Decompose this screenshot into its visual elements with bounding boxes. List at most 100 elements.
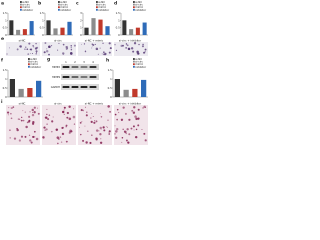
legend-label: si-NC <box>30 57 37 61</box>
y-tick-label: 0 <box>5 33 7 37</box>
blot-band <box>62 76 70 78</box>
stained-cell <box>55 129 57 131</box>
stained-cell <box>83 43 86 45</box>
image-label: si-NC <box>19 39 26 43</box>
stained-cell <box>99 133 102 136</box>
blot-band <box>80 86 88 88</box>
bar <box>60 27 65 35</box>
stained-cell <box>114 125 116 127</box>
bar <box>91 18 96 35</box>
panel-letter: c <box>76 2 79 7</box>
y-tick-label: 1 <box>80 26 82 30</box>
stained-cell <box>6 111 10 114</box>
stained-cell <box>98 130 100 132</box>
stained-cell <box>91 43 93 45</box>
blot-background <box>61 64 99 70</box>
panel-letter: e <box>1 37 4 42</box>
micrograph <box>114 105 148 145</box>
bar <box>36 80 42 97</box>
stained-cell <box>142 43 144 46</box>
legend-swatch <box>28 65 30 68</box>
legend-label: si-NC <box>135 0 142 4</box>
micrograph <box>42 42 76 56</box>
stained-cell <box>50 45 53 47</box>
y-tick-label: 0 <box>80 33 82 37</box>
y-tick-label: 0 <box>5 95 7 99</box>
stained-cell <box>120 118 124 121</box>
stained-cell <box>31 122 35 125</box>
stained-cell <box>66 116 69 119</box>
stained-cell <box>11 107 13 109</box>
stained-cell <box>95 129 99 132</box>
stained-cell <box>20 119 23 122</box>
lane-label: 2 <box>74 60 76 64</box>
legend-swatch <box>133 58 135 60</box>
stained-cell <box>33 130 36 133</box>
stained-cell <box>21 116 23 118</box>
stained-cell <box>125 139 128 142</box>
stained-cell <box>26 48 29 51</box>
stained-cell <box>114 43 116 46</box>
stained-cell <box>18 139 21 142</box>
stained-cell <box>137 124 140 127</box>
stained-cell <box>115 136 118 139</box>
stained-cell <box>35 42 37 45</box>
stained-cell <box>103 51 105 53</box>
stained-cell <box>144 106 146 108</box>
bar <box>46 20 51 35</box>
legend-label: si-circ <box>135 3 143 7</box>
bar <box>84 27 89 35</box>
stained-cell <box>141 45 144 48</box>
stained-cell <box>143 52 145 54</box>
stained-cell <box>94 43 96 46</box>
stained-cell <box>37 112 40 115</box>
stained-cell <box>108 42 111 45</box>
legend-label: si-circ <box>22 3 30 7</box>
y-tick-label: 1 <box>5 18 7 22</box>
stained-cell <box>58 42 60 44</box>
legend-swatch <box>133 65 135 68</box>
stained-cell <box>105 126 107 127</box>
stained-cell <box>133 106 136 109</box>
bar <box>27 88 33 97</box>
stained-cell <box>37 107 39 109</box>
stained-cell <box>81 43 83 45</box>
band-label: GAPDH <box>51 85 60 89</box>
stained-cell <box>107 105 110 108</box>
stained-cell <box>79 126 80 128</box>
legend-swatch <box>58 1 60 3</box>
stained-cell <box>114 133 116 135</box>
blot-band <box>89 86 97 88</box>
stained-cell <box>116 108 119 111</box>
stained-cell <box>82 139 85 142</box>
stained-cell <box>8 107 10 109</box>
stained-cell <box>104 54 106 56</box>
bar <box>132 88 138 97</box>
image-label: si-circ <box>54 102 62 106</box>
stained-cell <box>86 111 88 114</box>
bar <box>135 27 140 35</box>
legend-label: si-circ <box>135 60 143 64</box>
stained-cell <box>32 45 34 47</box>
y-tick-label: 3 <box>80 11 82 15</box>
stained-cell <box>7 114 9 116</box>
stained-cell <box>6 53 8 55</box>
legend-label: si-circ <box>30 60 38 64</box>
stained-cell <box>62 43 65 46</box>
blot-band <box>71 66 79 68</box>
stained-cell <box>44 42 47 44</box>
bar <box>22 29 27 35</box>
stained-cell <box>16 48 19 51</box>
legend-swatch <box>133 1 135 3</box>
stained-cell <box>121 137 124 139</box>
blot-band <box>62 66 70 68</box>
stained-cell <box>144 48 147 51</box>
stained-cell <box>135 117 138 121</box>
y-tick-label: 1.5 <box>3 11 7 15</box>
legend-label: inhibitor <box>22 8 34 12</box>
stained-cell <box>65 124 68 127</box>
stained-cell <box>22 119 25 122</box>
legend-swatch <box>133 60 135 63</box>
stained-cell <box>65 45 68 49</box>
stained-cell <box>31 108 34 112</box>
